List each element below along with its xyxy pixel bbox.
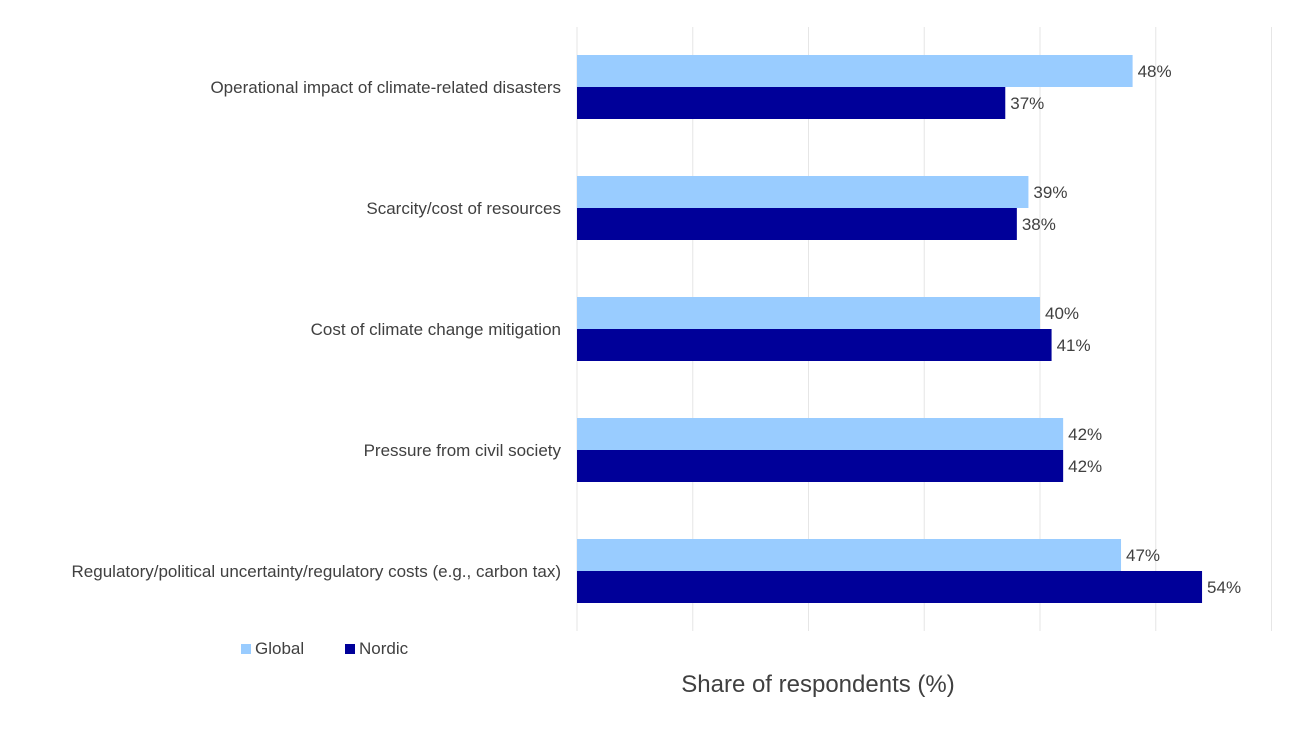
legend-label-nordic: Nordic — [359, 639, 409, 658]
data-label-nordic: 42% — [1068, 457, 1102, 476]
data-label-nordic: 54% — [1207, 578, 1241, 597]
data-label-global: 42% — [1068, 425, 1102, 444]
category-label: Operational impact of climate-related di… — [210, 78, 561, 97]
data-label-nordic: 41% — [1057, 336, 1091, 355]
legend-swatch-global — [241, 644, 251, 654]
legend-swatch-nordic — [345, 644, 355, 654]
data-label-global: 48% — [1138, 62, 1172, 81]
category-label: Regulatory/political uncertainty/regulat… — [72, 562, 561, 581]
bar-nordic — [577, 450, 1064, 482]
category-labels: Operational impact of climate-related di… — [72, 78, 562, 581]
legend-label-global: Global — [255, 639, 304, 658]
data-label-global: 40% — [1045, 304, 1079, 323]
category-label: Pressure from civil society — [364, 441, 562, 460]
bar-global — [577, 176, 1029, 208]
bar-global — [577, 418, 1064, 450]
category-label: Scarcity/cost of resources — [366, 199, 561, 218]
x-axis-title: Share of respondents (%) — [681, 671, 954, 698]
bar-global — [577, 539, 1122, 571]
legend: Global Nordic — [241, 639, 409, 658]
bar-nordic — [577, 208, 1017, 240]
category-label: Cost of climate change mitigation — [311, 320, 561, 339]
data-label-global: 47% — [1126, 546, 1160, 565]
data-label-global: 39% — [1033, 183, 1067, 202]
bar-global — [577, 55, 1133, 87]
bar-nordic — [577, 87, 1006, 119]
data-labels: 48% 37% 39% 38% 40% 41% 42% 42% 47% 54% — [1010, 62, 1241, 597]
bars — [577, 55, 1203, 603]
bar-global — [577, 297, 1040, 329]
data-label-nordic: 37% — [1010, 94, 1044, 113]
bar-nordic — [577, 329, 1052, 361]
bar-nordic — [577, 571, 1203, 603]
data-label-nordic: 38% — [1022, 215, 1056, 234]
